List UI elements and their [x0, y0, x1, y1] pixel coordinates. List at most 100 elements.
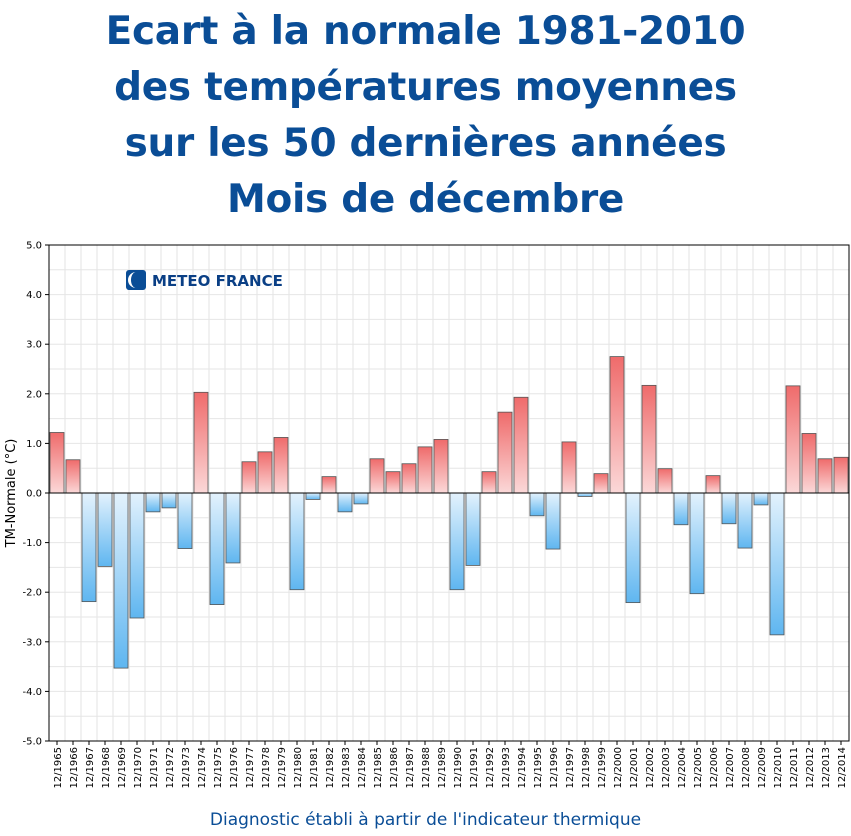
bar-12-1980 — [289, 492, 305, 591]
y-tick-label: -4.0 — [22, 687, 42, 698]
y-tick-label: 3.0 — [26, 340, 42, 351]
bar-12-2004 — [673, 492, 689, 526]
bar-12-1976 — [225, 492, 241, 564]
logo-icon-mark — [128, 272, 136, 288]
x-tick-label: 12/2006 — [709, 747, 720, 789]
bar-12-1970 — [129, 492, 145, 619]
logo-text: METEO FRANCE — [152, 272, 283, 290]
bar-12-2008 — [737, 492, 753, 549]
bar-12-1965 — [49, 432, 65, 494]
x-tick-label: 12/1992 — [485, 747, 496, 789]
y-tick-label: 4.0 — [26, 290, 42, 301]
x-tick-label: 12/1969 — [117, 747, 128, 789]
x-tick-label: 12/1994 — [517, 747, 528, 789]
bar-12-1977 — [241, 461, 257, 494]
bar-12-1992 — [481, 471, 497, 494]
bar-12-2011 — [785, 385, 801, 494]
x-tick-label: 12/1987 — [405, 747, 416, 789]
bar-12-1988 — [417, 446, 433, 494]
bar-12-1999 — [593, 473, 609, 494]
bar-12-2007 — [721, 492, 737, 525]
x-tick-label: 12/1977 — [245, 747, 256, 789]
bar-12-1984 — [353, 492, 369, 505]
bar-12-2000 — [609, 356, 625, 494]
x-tick-label: 12/2012 — [805, 747, 816, 789]
y-tick-label: 5.0 — [26, 241, 42, 252]
bar-12-1994 — [513, 396, 529, 494]
bar-12-2002 — [641, 384, 657, 494]
x-tick-label: 12/1999 — [597, 747, 608, 789]
x-tick-label: 12/1975 — [213, 747, 224, 789]
y-tick-label: 1.0 — [26, 439, 42, 450]
x-tick-label: 12/2003 — [661, 747, 672, 789]
x-tick-label: 12/2009 — [757, 747, 768, 789]
x-tick-label: 12/2001 — [629, 747, 640, 789]
bar-12-1966 — [65, 459, 81, 494]
x-tick-label: 12/1991 — [469, 747, 480, 789]
bar-12-2001 — [625, 492, 641, 604]
x-tick-label: 12/1995 — [533, 747, 544, 789]
x-tick-label: 12/1966 — [69, 747, 80, 789]
bar-12-1997 — [561, 441, 577, 494]
bar-12-2003 — [657, 468, 673, 494]
title-line-3: sur les 50 dernières années — [124, 121, 727, 166]
x-tick-label: 12/1996 — [549, 747, 560, 789]
bar-12-1971 — [145, 492, 161, 513]
y-tick-label: -5.0 — [22, 737, 42, 748]
bar-12-1967 — [81, 492, 97, 603]
x-tick-label: 12/1980 — [293, 747, 304, 789]
x-tick-label: 12/2007 — [725, 747, 736, 789]
bar-12-2005 — [689, 492, 705, 595]
bar-12-1968 — [97, 492, 113, 567]
x-tick-label: 12/1974 — [197, 747, 208, 789]
bar-12-1998 — [577, 492, 593, 497]
bar-12-2006 — [705, 475, 721, 494]
bar-12-1978 — [257, 451, 273, 494]
x-tick-label: 12/1984 — [357, 747, 368, 789]
bar-12-1981 — [305, 492, 321, 500]
y-tick-label: -3.0 — [22, 637, 42, 648]
x-tick-label: 12/1978 — [261, 747, 272, 789]
x-tick-label: 12/2013 — [821, 747, 832, 789]
bar-12-1991 — [465, 492, 481, 566]
bar-12-2012 — [801, 433, 817, 494]
bar-12-1983 — [337, 492, 353, 513]
x-tick-label: 12/1981 — [309, 747, 320, 789]
x-tick-label: 12/2000 — [613, 747, 624, 789]
x-tick-label: 12/2008 — [741, 747, 752, 789]
x-tick-label: 12/2002 — [645, 747, 656, 789]
bar-12-1974 — [193, 391, 209, 494]
x-tick-label: 12/1971 — [149, 747, 160, 789]
meteo-france-logo: METEO FRANCE — [126, 270, 283, 290]
x-tick-label: 12/1983 — [341, 747, 352, 789]
x-tick-label: 12/1998 — [581, 747, 592, 789]
x-tick-label: 12/1970 — [133, 747, 144, 789]
chart-title: Ecart à la normale 1981-2010 des tempéra… — [0, 4, 851, 228]
y-tick-label: -1.0 — [22, 538, 42, 549]
bar-12-1975 — [209, 492, 225, 605]
bar-12-1982 — [321, 476, 337, 494]
bar-12-1993 — [497, 411, 513, 494]
bar-12-1979 — [273, 437, 289, 494]
x-tick-label: 12/2004 — [677, 747, 688, 789]
x-tick-label: 12/1973 — [181, 747, 192, 789]
x-tick-label: 12/1986 — [389, 747, 400, 789]
x-tick-label: 12/1988 — [421, 747, 432, 789]
bar-12-1986 — [385, 471, 401, 494]
x-tick-label: 12/2014 — [837, 747, 848, 789]
bar-12-1985 — [369, 458, 385, 494]
bar-12-1987 — [401, 463, 417, 494]
x-tick-label: 12/1997 — [565, 747, 576, 789]
bar-12-1969 — [113, 492, 129, 669]
x-tick-label: 12/2010 — [773, 747, 784, 789]
x-tick-label: 12/1985 — [373, 747, 384, 789]
x-tick-label: 12/1982 — [325, 747, 336, 789]
bar-12-1995 — [529, 492, 545, 517]
y-tick-label: 2.0 — [26, 389, 42, 400]
y-tick-label: -2.0 — [22, 588, 42, 599]
y-tick-label: 0.0 — [26, 489, 42, 500]
bar-12-2013 — [817, 458, 833, 494]
x-tick-label: 12/2005 — [693, 747, 704, 789]
x-tick-label: 12/1968 — [101, 747, 112, 789]
bar-12-1990 — [449, 492, 465, 591]
